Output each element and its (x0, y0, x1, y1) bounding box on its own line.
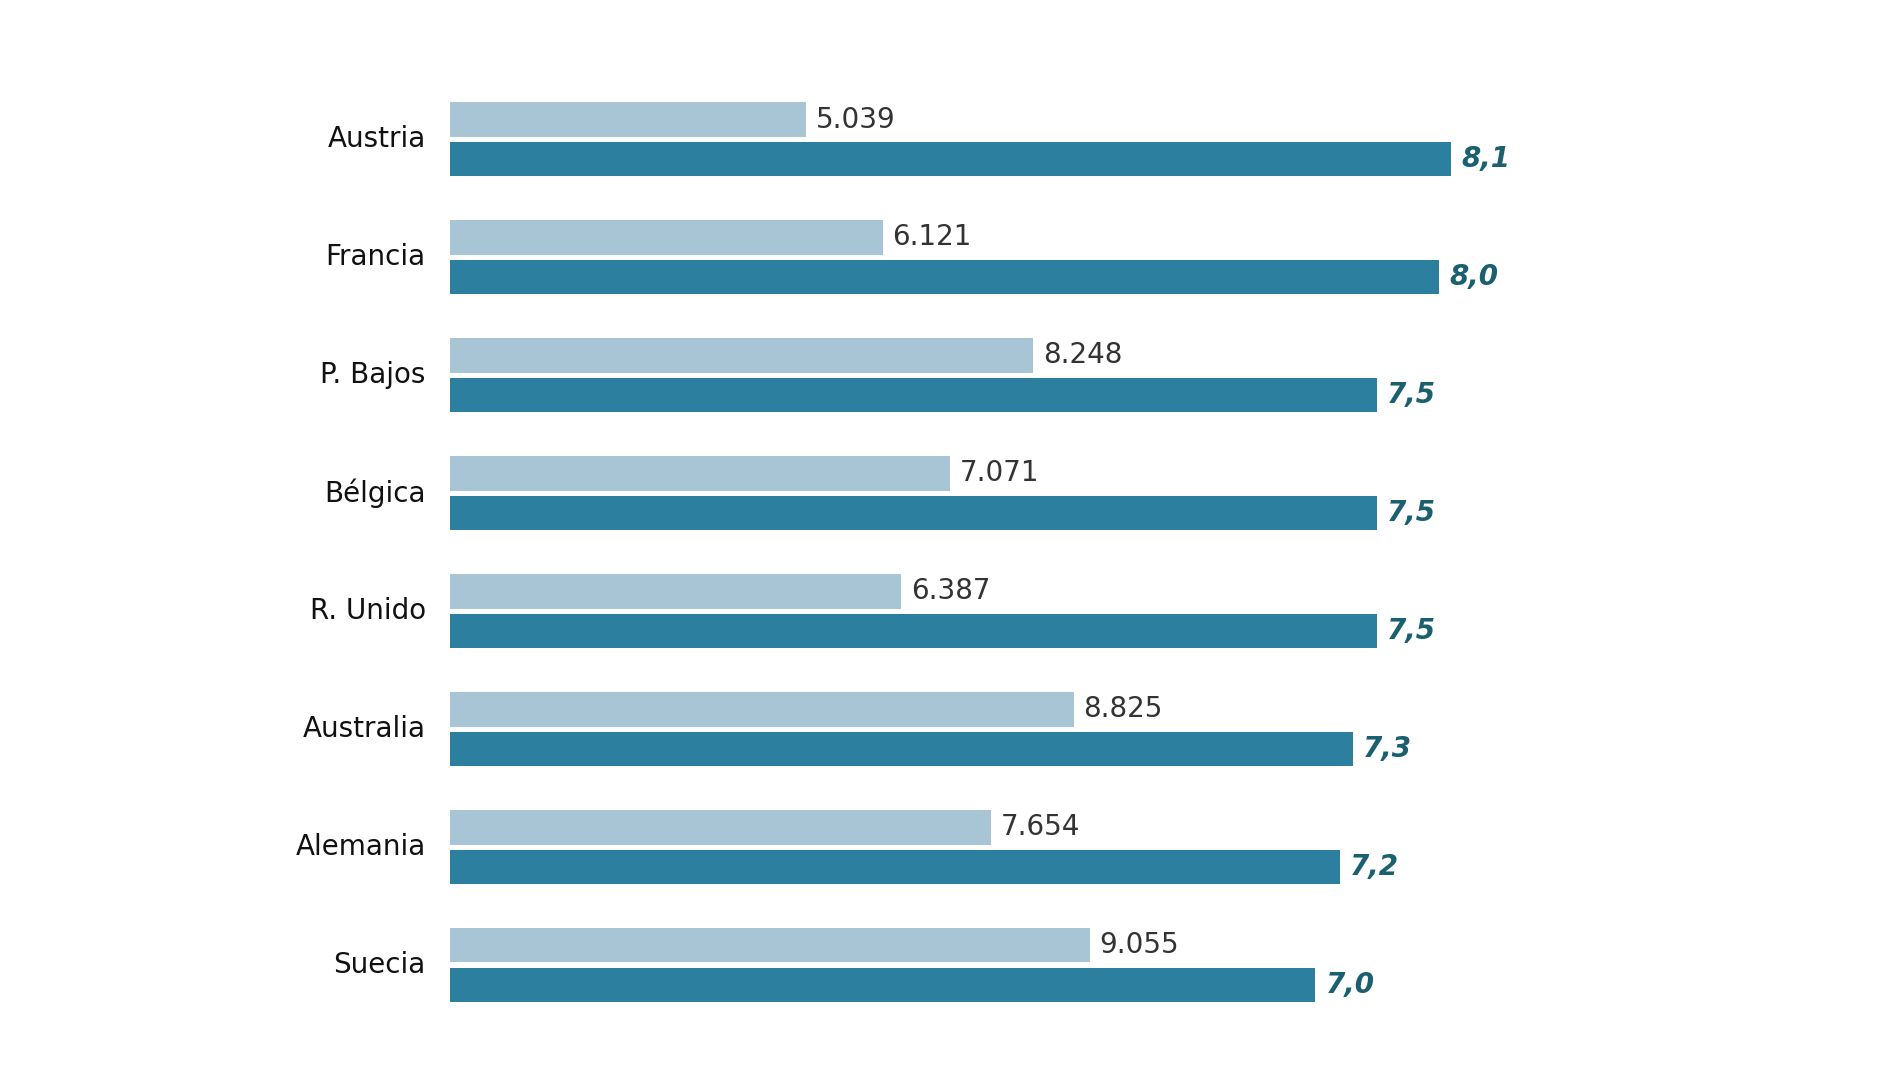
Text: 9.055: 9.055 (1100, 931, 1180, 959)
Text: P. Bajos: P. Bajos (321, 361, 426, 389)
Text: Australia: Australia (302, 715, 426, 743)
Bar (450, 731, 1353, 766)
Text: Bélgica: Bélgica (325, 479, 426, 508)
Text: 7,2: 7,2 (1351, 853, 1398, 881)
Text: Francia: Francia (325, 244, 426, 272)
Bar (450, 614, 1378, 648)
Text: Austria: Austria (327, 125, 426, 153)
Text: 8.248: 8.248 (1043, 341, 1123, 370)
Text: 8,1: 8,1 (1461, 145, 1511, 173)
Bar (450, 260, 1438, 294)
Bar (450, 967, 1315, 1002)
Bar (450, 456, 950, 491)
Bar (450, 574, 901, 608)
Bar (450, 220, 884, 254)
Text: R. Unido: R. Unido (310, 598, 426, 625)
Text: 7,0: 7,0 (1326, 971, 1374, 998)
Bar (450, 103, 806, 137)
Text: 7,3: 7,3 (1362, 735, 1412, 763)
Text: 7,5: 7,5 (1387, 499, 1436, 527)
Text: 6.387: 6.387 (912, 577, 990, 605)
Bar (450, 692, 1074, 727)
Text: 7.654: 7.654 (1001, 814, 1081, 841)
Bar (450, 850, 1340, 884)
Bar (450, 496, 1378, 530)
Bar (450, 338, 1034, 373)
Text: Suecia: Suecia (334, 951, 426, 979)
Text: 5.039: 5.039 (817, 106, 897, 134)
Bar (450, 142, 1452, 176)
Bar (450, 810, 992, 845)
Text: 6.121: 6.121 (893, 223, 973, 251)
Bar (450, 928, 1091, 962)
Text: 8.825: 8.825 (1083, 695, 1163, 724)
Text: 8,0: 8,0 (1450, 263, 1497, 291)
Text: 7.071: 7.071 (960, 460, 1039, 487)
Text: Alemania: Alemania (296, 833, 426, 862)
Text: 7,5: 7,5 (1387, 381, 1436, 409)
Text: 7,5: 7,5 (1387, 617, 1436, 645)
Bar (450, 377, 1378, 413)
